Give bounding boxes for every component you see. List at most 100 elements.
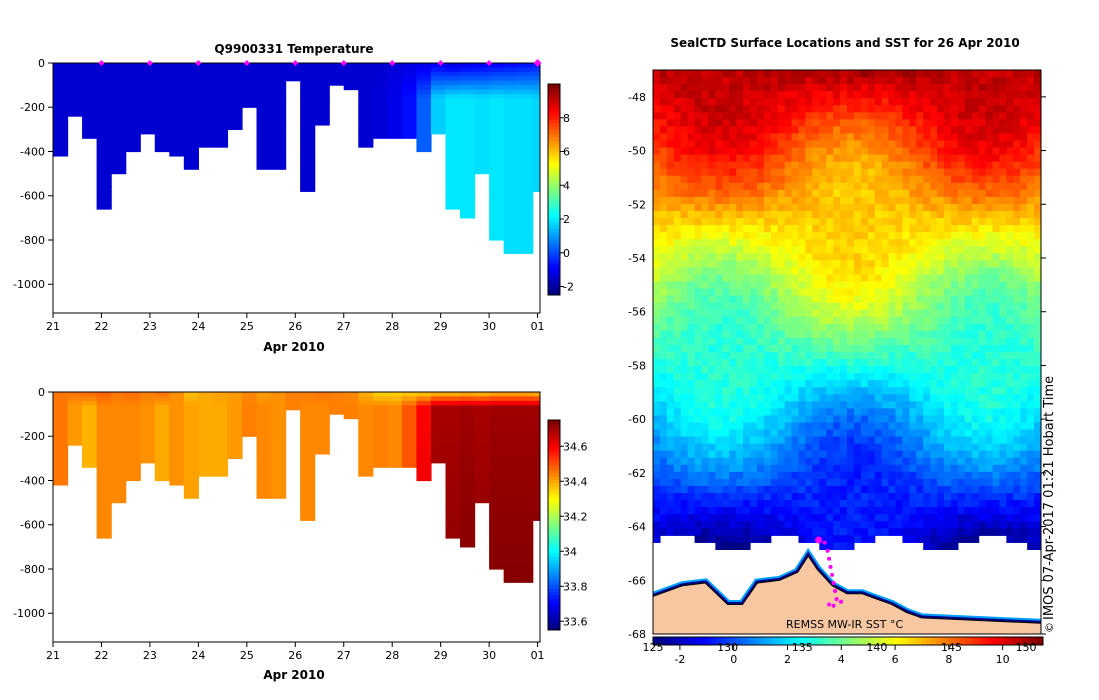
sst-cell: [1034, 408, 1041, 417]
sst-cell: [950, 330, 959, 339]
sst-cell: [673, 267, 682, 276]
sst-cell: [888, 253, 897, 261]
sst-cell: [777, 450, 786, 459]
sst-cell: [888, 274, 897, 283]
sst-cell: [659, 274, 668, 283]
sst-cell: [978, 436, 987, 445]
sst-cell: [860, 281, 869, 290]
salinity-cell: [503, 564, 519, 570]
salinity-cell: [198, 431, 214, 437]
sst-cell: [736, 147, 744, 156]
sst-cell: [867, 450, 876, 459]
sst-cell: [708, 408, 716, 417]
sst-cell: [950, 295, 959, 304]
sst-cell: [701, 161, 710, 170]
temperature-cell: [503, 147, 519, 153]
sst-cell: [701, 267, 710, 276]
temperature-cell: [212, 67, 229, 73]
sst-cell: [950, 161, 959, 170]
temperature-cell: [82, 102, 98, 108]
sst-cell: [1034, 112, 1041, 120]
sst-cell: [840, 168, 848, 177]
sst-cell: [1006, 443, 1014, 452]
sst-cell: [687, 337, 696, 346]
salinity-cell: [96, 520, 112, 526]
sst-cell: [687, 133, 696, 142]
salinity-colorbar-swatch: [548, 626, 560, 630]
sst-cell: [847, 105, 855, 113]
temperature-cell: [401, 107, 418, 113]
salinity-cell: [111, 467, 127, 473]
sst-cell: [971, 168, 980, 177]
temperature-cell: [445, 124, 461, 130]
sst-cell: [944, 126, 952, 135]
temperature-cell: [154, 67, 170, 73]
salinity-colorbar-swatch: [548, 458, 560, 463]
temperature-colorbar-swatch: [548, 245, 560, 250]
sst-cell: [729, 105, 737, 113]
sst-cell: [916, 274, 924, 283]
temperature-cell: [430, 71, 447, 77]
sst-cell: [826, 309, 834, 318]
temperature-cell: [460, 120, 476, 126]
sst-cell: [937, 154, 945, 163]
sst-cell: [888, 239, 897, 247]
salinity-cell: [82, 405, 98, 411]
sst-cell: [694, 168, 703, 177]
temperature-cell: [111, 169, 127, 175]
sst-cell: [992, 288, 1001, 297]
salinity-cell: [256, 422, 272, 428]
salinity-cell: [67, 418, 83, 424]
temperature-cell: [532, 67, 540, 73]
sst-cell: [694, 373, 703, 381]
temperature-cell: [256, 76, 272, 82]
salinity-cell: [416, 427, 432, 433]
temperature-cell: [430, 93, 447, 99]
sst-cell: [680, 337, 689, 346]
sst-cell: [763, 211, 772, 219]
sst-cell: [729, 168, 737, 177]
sst-cell: [1006, 77, 1014, 85]
sst-cell: [840, 323, 848, 332]
sst-cell: [923, 366, 931, 374]
temperature-cell: [96, 191, 112, 197]
sst-cell: [722, 105, 730, 113]
sst-cell: [819, 232, 827, 240]
sst-cell: [666, 302, 675, 311]
sst-cell: [840, 337, 848, 346]
salinity-cell: [460, 524, 476, 530]
sst-cell: [784, 253, 793, 261]
salinity-cell: [489, 493, 505, 499]
sst-cell: [659, 119, 668, 127]
salinity-cell: [387, 431, 403, 437]
sst-cell: [680, 267, 689, 276]
temperature-cell: [212, 80, 229, 86]
sst-cell: [999, 168, 1007, 177]
sst-cell: [902, 77, 910, 85]
sst-cell: [763, 119, 772, 127]
temperature-cell: [96, 129, 112, 135]
sst-cell: [1034, 196, 1041, 205]
salinity-colorbar-label: 34.2: [563, 510, 588, 523]
sst-cell: [985, 450, 994, 459]
sst-cell: [694, 84, 703, 92]
sst-cell: [916, 203, 924, 212]
salinity-cell: [212, 440, 229, 446]
sst-cell: [964, 436, 973, 445]
temperature-cell: [67, 111, 83, 117]
sst-cell: [750, 464, 758, 473]
sst-cell: [687, 168, 696, 177]
temperature-cell: [401, 93, 418, 99]
sst-cell: [833, 246, 841, 254]
temperature-cell: [300, 76, 316, 82]
sst-cell: [722, 161, 730, 170]
temperature-cell: [300, 111, 316, 117]
sst-cell: [1013, 218, 1021, 226]
sst-cell: [819, 288, 827, 297]
temperature-cell: [82, 129, 98, 135]
sst-cell: [978, 337, 987, 346]
temperature-cell: [474, 102, 490, 108]
sst-cell: [971, 373, 980, 381]
sst-cell: [805, 119, 813, 127]
sst-cell: [680, 464, 689, 473]
